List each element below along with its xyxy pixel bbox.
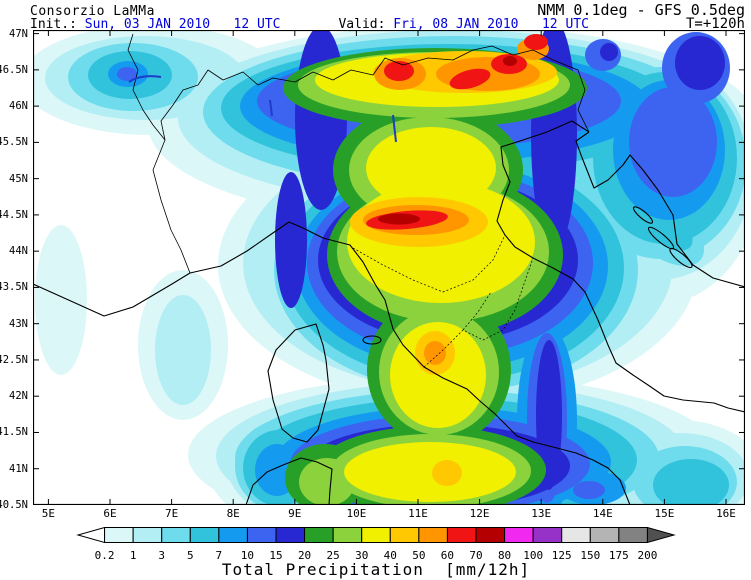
regional-borders (352, 234, 534, 368)
init-value: Sun, 03 JAN 2010 12 UTC (84, 17, 281, 32)
legend-box (389, 527, 420, 543)
lon-label: 15E (654, 507, 675, 520)
lat-label: 46.5N (0, 63, 28, 76)
color-scale-bar: 0.2 1 3 5 7 10 15 20 25 30 40 50 60 70 80 100 125 150 175 2… (76, 526, 676, 562)
legend-box (589, 527, 620, 543)
lakes (128, 75, 397, 143)
lat-label: 43.5N (0, 281, 28, 294)
lon-label: 8E (226, 507, 240, 520)
lon-label: 16E (716, 507, 736, 520)
legend-value: 3 (158, 549, 165, 562)
color-scale-legend: 0.2 1 3 5 7 10 15 20 25 30 40 50 60 70 80 100 125 150 175 2… (76, 526, 676, 563)
legend-value: 10 (241, 549, 254, 562)
legend-value: 125 (552, 549, 572, 562)
init-label: Init.: (30, 17, 85, 32)
header-row-1: Consorzio LaMMa NMM 0.1deg - GFS 0.5deg (30, 1, 745, 19)
legend-box (218, 527, 248, 543)
legend-value: 80 (498, 549, 511, 562)
lat-label: 40.5N (0, 498, 28, 511)
legend-value: 70 (469, 549, 482, 562)
legend-box (161, 527, 191, 543)
lon-label: 5E (41, 507, 56, 520)
legend-value: 20 (298, 549, 311, 562)
lon-label: 14E (592, 507, 613, 520)
lat-label: 45N (9, 172, 28, 185)
legend-box (646, 526, 676, 544)
lead-time: T=+120h (685, 16, 745, 32)
legend-box (361, 527, 391, 543)
legend-value: 175 (609, 549, 629, 562)
legend-value: 60 (441, 549, 454, 562)
model-title: NMM 0.1deg - GFS 0.5deg (537, 1, 745, 19)
lat-label: 42.5N (0, 353, 28, 366)
legend-title: Total Precipitation [mm/12h] (221, 560, 531, 579)
national-borders (127, 33, 590, 274)
map-area (33, 30, 745, 505)
lon-label: 10E (346, 507, 367, 520)
legend-box (275, 527, 306, 543)
lat-label: 46N (9, 100, 28, 113)
legend-box (504, 527, 534, 543)
legend-box (446, 527, 477, 543)
legend-value: 30 (355, 549, 368, 562)
legend-value: 15 (269, 549, 282, 562)
legend-box (304, 527, 334, 543)
legend-box (189, 527, 220, 543)
valid-value: Fri, 08 JAN 2010 12 UTC (393, 17, 589, 32)
longitude-axis: 5E 6E 7E 8E 9E 10E 11E 12E 13E 14E 15E 16E (33, 507, 745, 521)
lon-label: 6E (103, 507, 117, 520)
map-frame (33, 30, 745, 505)
lat-label: 41.5N (0, 426, 28, 439)
legend-box (561, 527, 591, 543)
valid-group: Valid: Fri, 08 JAN 2010 12 UTC (338, 17, 588, 32)
legend-value: 5 (187, 549, 194, 562)
lat-label: 42N (9, 390, 28, 403)
legend-box (132, 527, 163, 543)
legend-box (418, 527, 448, 543)
latitude-axis: 47N 46.5N 46N 45.5N 45N 44.5N 44N 43.5N 43N 42.5N… (0, 27, 31, 511)
lat-label: 43N (9, 317, 28, 330)
legend-value: 25 (327, 549, 340, 562)
legend-box (475, 527, 506, 543)
legend-box (246, 527, 277, 543)
legend-value: 40 (384, 549, 397, 562)
lat-label: 44.5N (0, 208, 28, 221)
valid-label: Valid: (338, 17, 394, 32)
lat-label: 45.5N (0, 136, 28, 149)
legend-value: 50 (412, 549, 425, 562)
lat-label: 41N (9, 462, 28, 475)
legend-value: 200 (637, 549, 657, 562)
lon-label: 9E (288, 507, 302, 520)
lon-label: 12E (469, 507, 490, 520)
lon-label: 11E (408, 507, 428, 520)
precip-layer-60 (366, 34, 548, 230)
site-title: Consorzio LaMMa (30, 4, 155, 19)
precip-layer-70 (378, 56, 517, 225)
legend-box (532, 527, 563, 543)
init-group: Init.: Sun, 03 JAN 2010 12 UTC (30, 17, 280, 32)
legend-box (104, 527, 134, 543)
legend-value: 100 (523, 549, 543, 562)
precipitation-map (33, 30, 745, 505)
lon-label: 7E (164, 507, 179, 520)
legend-value: 0.2 (95, 549, 115, 562)
header-row-2: Init.: Sun, 03 JAN 2010 12 UTC Valid: Fr… (30, 16, 745, 32)
lon-label: 13E (531, 507, 552, 520)
legend-value: 150 (580, 549, 600, 562)
legend-box (332, 527, 363, 543)
legend-box (618, 527, 648, 543)
legend-value: 7 (216, 549, 223, 562)
legend-value: 1 (130, 549, 137, 562)
lat-label: 47N (9, 27, 28, 40)
legend-box (76, 526, 106, 544)
lat-label: 44N (9, 245, 28, 258)
